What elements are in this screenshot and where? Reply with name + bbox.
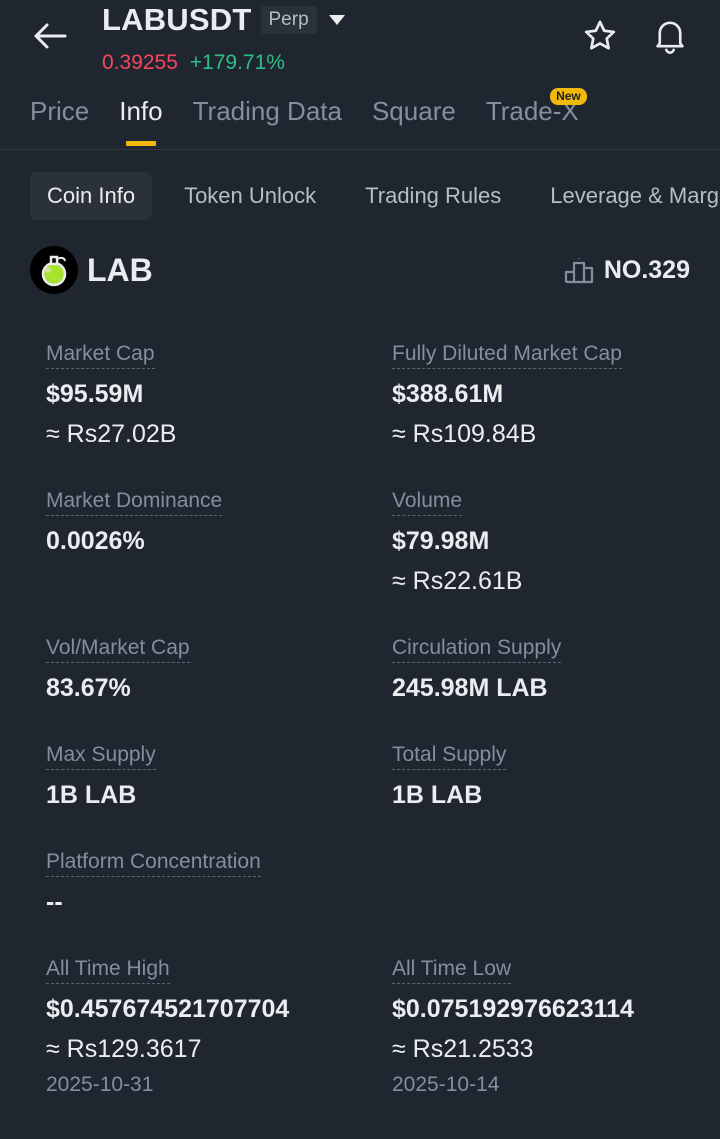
header: LABUSDT Perp 0.39255 +179.71% Price Info… (0, 0, 720, 150)
volume-label[interactable]: Volume (392, 489, 463, 516)
all-time-high-date: 2025-10-31 (46, 1073, 154, 1096)
podium-icon (564, 258, 593, 284)
subtab-coin-info[interactable]: Coin Info (30, 172, 153, 220)
fdv-label[interactable]: Fully Diluted Market Cap (392, 342, 622, 369)
tab-trading-data[interactable]: Trading Data (192, 96, 342, 126)
all-time-low-date: 2025-10-14 (392, 1073, 500, 1096)
stat-max-supply: Max Supply 1B LAB (46, 743, 156, 810)
fdv-value: $388.61M (392, 380, 504, 408)
new-badge: New (550, 88, 587, 105)
circulation-supply-label[interactable]: Circulation Supply (392, 636, 562, 663)
star-icon (584, 20, 616, 50)
back-button[interactable] (30, 18, 70, 54)
stat-total-supply: Total Supply 1B LAB (392, 743, 507, 810)
main-tabs: Price Info Trading Data Square Trade-X N… (30, 88, 609, 150)
all-time-high-approx: ≈ Rs129.3617 (46, 1035, 202, 1063)
stat-platform-concentration: Platform Concentration -- (46, 850, 261, 917)
max-supply-value: 1B LAB (46, 781, 137, 809)
all-time-low-label[interactable]: All Time Low (392, 957, 512, 984)
volume-approx: ≈ Rs22.61B (392, 567, 523, 595)
vol-market-cap-value: 83.67% (46, 674, 131, 702)
last-price: 0.39255 (102, 51, 178, 74)
stat-all-time-high: All Time High $0.457674521707704 ≈ Rs129… (46, 957, 289, 1098)
circulation-supply-value: 245.98M LAB (392, 674, 548, 702)
arrow-left-icon (34, 23, 67, 49)
favorite-button[interactable] (580, 16, 620, 56)
total-supply-label[interactable]: Total Supply (392, 743, 507, 770)
stat-volume: Volume $79.98M ≈ Rs22.61B (392, 489, 522, 596)
rank-badge: NO.329 (564, 255, 690, 285)
stat-vol-market-cap: Vol/Market Cap 83.67% (46, 636, 190, 703)
coin-logo (30, 246, 78, 294)
pair-selector[interactable]: LABUSDT Perp (102, 2, 345, 38)
market-dominance-label[interactable]: Market Dominance (46, 489, 223, 516)
all-time-high-label[interactable]: All Time High (46, 957, 170, 984)
price-change: +179.71% (189, 51, 285, 74)
total-supply-value: 1B LAB (392, 781, 483, 809)
pair-name: LABUSDT (102, 2, 252, 37)
stat-circulation-supply: Circulation Supply 245.98M LAB (392, 636, 562, 703)
all-time-low-approx: ≈ Rs21.2533 (392, 1035, 534, 1063)
stat-market-cap: Market Cap $95.59M ≈ Rs27.02B (46, 342, 176, 449)
market-cap-label[interactable]: Market Cap (46, 342, 155, 369)
stat-all-time-low: All Time Low $0.075192976623114 ≈ Rs21.2… (392, 957, 634, 1098)
platform-concentration-value: -- (46, 888, 63, 916)
rank-value: NO.329 (603, 255, 690, 284)
bell-icon (656, 21, 684, 54)
coin-header: LAB NO.329 (30, 246, 690, 294)
all-time-low-value: $0.075192976623114 (392, 995, 634, 1023)
flask-icon (41, 255, 67, 287)
subtab-trading-rules[interactable]: Trading Rules (365, 183, 502, 208)
sub-tabs: Coin Info Token Unlock Trading Rules Lev… (30, 172, 720, 220)
market-cap-approx: ≈ Rs27.02B (46, 420, 177, 448)
price-line: 0.39255 +179.71% (102, 51, 285, 75)
perp-badge: Perp (260, 6, 317, 34)
subtab-leverage-margin[interactable]: Leverage & Margin (550, 183, 720, 208)
market-dominance-value: 0.0026% (46, 527, 145, 555)
all-time-high-value: $0.457674521707704 (46, 995, 290, 1023)
tab-price[interactable]: Price (30, 96, 90, 126)
caret-down-icon (328, 15, 345, 25)
stat-market-dominance: Market Dominance 0.0026% (46, 489, 223, 556)
tab-info[interactable]: Info (119, 94, 163, 148)
stat-fdv: Fully Diluted Market Cap $388.61M ≈ Rs10… (392, 342, 622, 449)
coin-name: LAB (87, 251, 153, 288)
alert-button[interactable] (650, 16, 690, 56)
subtab-token-unlock[interactable]: Token Unlock (184, 183, 317, 208)
fdv-approx: ≈ Rs109.84B (392, 420, 537, 448)
tab-trade-x[interactable]: Trade-X New (486, 88, 587, 148)
vol-market-cap-label[interactable]: Vol/Market Cap (46, 636, 190, 663)
max-supply-label[interactable]: Max Supply (46, 743, 156, 770)
platform-concentration-label[interactable]: Platform Concentration (46, 850, 261, 877)
tab-square[interactable]: Square (371, 96, 456, 126)
market-cap-value: $95.59M (46, 380, 144, 408)
volume-value: $79.98M (392, 527, 490, 555)
